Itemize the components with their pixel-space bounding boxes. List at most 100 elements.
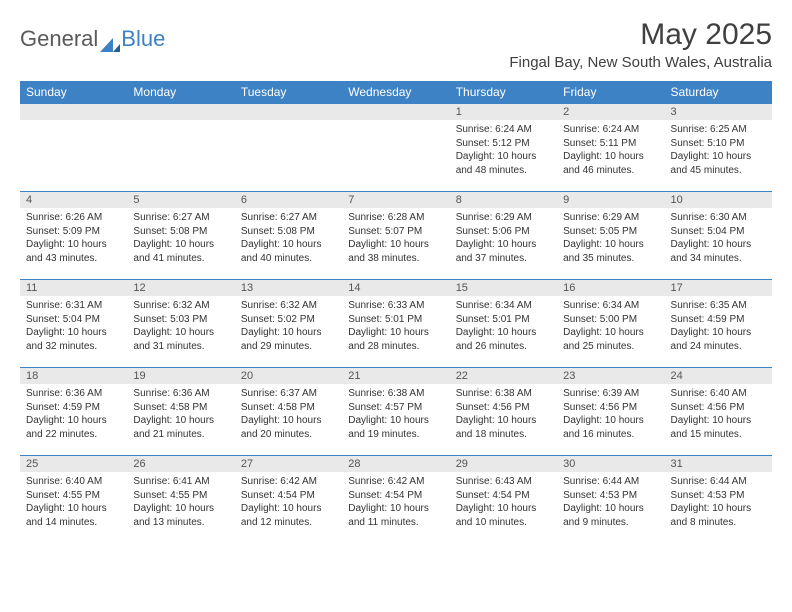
daylight-text: Daylight: 10 hours and 18 minutes.	[456, 414, 551, 441]
day-number: 12	[127, 280, 234, 296]
day-data: Sunrise: 6:33 AMSunset: 5:01 PMDaylight:…	[342, 296, 449, 357]
daylight-text: Daylight: 10 hours and 14 minutes.	[26, 502, 121, 529]
daylight-text: Daylight: 10 hours and 48 minutes.	[456, 150, 551, 177]
calendar-cell: 15Sunrise: 6:34 AMSunset: 5:01 PMDayligh…	[450, 280, 557, 368]
calendar-row: 1Sunrise: 6:24 AMSunset: 5:12 PMDaylight…	[20, 104, 772, 192]
sunset-text: Sunset: 5:12 PM	[456, 137, 551, 151]
sunrise-text: Sunrise: 6:42 AM	[348, 475, 443, 489]
calendar-cell: 16Sunrise: 6:34 AMSunset: 5:00 PMDayligh…	[557, 280, 664, 368]
calendar-row: 4Sunrise: 6:26 AMSunset: 5:09 PMDaylight…	[20, 192, 772, 280]
day-data: Sunrise: 6:41 AMSunset: 4:55 PMDaylight:…	[127, 472, 234, 533]
sunrise-text: Sunrise: 6:40 AM	[671, 387, 766, 401]
sunset-text: Sunset: 4:58 PM	[241, 401, 336, 415]
day-data: Sunrise: 6:37 AMSunset: 4:58 PMDaylight:…	[235, 384, 342, 445]
day-number: 16	[557, 280, 664, 296]
sunrise-text: Sunrise: 6:37 AM	[241, 387, 336, 401]
sunset-text: Sunset: 4:56 PM	[563, 401, 658, 415]
day-number: 13	[235, 280, 342, 296]
calendar-cell: 21Sunrise: 6:38 AMSunset: 4:57 PMDayligh…	[342, 368, 449, 456]
sunset-text: Sunset: 5:04 PM	[671, 225, 766, 239]
day-number: 21	[342, 368, 449, 384]
sunset-text: Sunset: 4:56 PM	[671, 401, 766, 415]
day-data: Sunrise: 6:38 AMSunset: 4:57 PMDaylight:…	[342, 384, 449, 445]
daylight-text: Daylight: 10 hours and 24 minutes.	[671, 326, 766, 353]
daylight-text: Daylight: 10 hours and 45 minutes.	[671, 150, 766, 177]
calendar-cell: 8Sunrise: 6:29 AMSunset: 5:06 PMDaylight…	[450, 192, 557, 280]
weekday-header: Saturday	[665, 81, 772, 104]
sunrise-text: Sunrise: 6:26 AM	[26, 211, 121, 225]
day-data: Sunrise: 6:43 AMSunset: 4:54 PMDaylight:…	[450, 472, 557, 533]
sunset-text: Sunset: 5:08 PM	[241, 225, 336, 239]
sunrise-text: Sunrise: 6:44 AM	[671, 475, 766, 489]
sunrise-text: Sunrise: 6:27 AM	[133, 211, 228, 225]
day-number: 10	[665, 192, 772, 208]
daylight-text: Daylight: 10 hours and 15 minutes.	[671, 414, 766, 441]
sunrise-text: Sunrise: 6:25 AM	[671, 123, 766, 137]
sunset-text: Sunset: 5:08 PM	[133, 225, 228, 239]
day-number: 5	[127, 192, 234, 208]
day-number: 24	[665, 368, 772, 384]
sunset-text: Sunset: 5:06 PM	[456, 225, 551, 239]
daylight-text: Daylight: 10 hours and 20 minutes.	[241, 414, 336, 441]
day-number: 6	[235, 192, 342, 208]
day-data: Sunrise: 6:24 AMSunset: 5:12 PMDaylight:…	[450, 120, 557, 181]
calendar-cell: 19Sunrise: 6:36 AMSunset: 4:58 PMDayligh…	[127, 368, 234, 456]
weekday-header: Thursday	[450, 81, 557, 104]
daylight-text: Daylight: 10 hours and 41 minutes.	[133, 238, 228, 265]
daylight-text: Daylight: 10 hours and 29 minutes.	[241, 326, 336, 353]
calendar-cell: 14Sunrise: 6:33 AMSunset: 5:01 PMDayligh…	[342, 280, 449, 368]
sunset-text: Sunset: 5:04 PM	[26, 313, 121, 327]
day-data: Sunrise: 6:27 AMSunset: 5:08 PMDaylight:…	[235, 208, 342, 269]
sunrise-text: Sunrise: 6:29 AM	[563, 211, 658, 225]
day-data: Sunrise: 6:28 AMSunset: 5:07 PMDaylight:…	[342, 208, 449, 269]
calendar-cell: 22Sunrise: 6:38 AMSunset: 4:56 PMDayligh…	[450, 368, 557, 456]
brand-part1: General	[20, 26, 98, 52]
day-number: 19	[127, 368, 234, 384]
sunrise-text: Sunrise: 6:32 AM	[133, 299, 228, 313]
daylight-text: Daylight: 10 hours and 31 minutes.	[133, 326, 228, 353]
calendar-cell: 11Sunrise: 6:31 AMSunset: 5:04 PMDayligh…	[20, 280, 127, 368]
day-data: Sunrise: 6:31 AMSunset: 5:04 PMDaylight:…	[20, 296, 127, 357]
sunset-text: Sunset: 4:59 PM	[26, 401, 121, 415]
calendar-cell: 17Sunrise: 6:35 AMSunset: 4:59 PMDayligh…	[665, 280, 772, 368]
calendar-cell: 3Sunrise: 6:25 AMSunset: 5:10 PMDaylight…	[665, 104, 772, 192]
calendar-cell: 13Sunrise: 6:32 AMSunset: 5:02 PMDayligh…	[235, 280, 342, 368]
sunset-text: Sunset: 4:59 PM	[671, 313, 766, 327]
sunrise-text: Sunrise: 6:38 AM	[348, 387, 443, 401]
day-data: Sunrise: 6:39 AMSunset: 4:56 PMDaylight:…	[557, 384, 664, 445]
day-data: Sunrise: 6:40 AMSunset: 4:56 PMDaylight:…	[665, 384, 772, 445]
calendar-header: SundayMondayTuesdayWednesdayThursdayFrid…	[20, 81, 772, 104]
daylight-text: Daylight: 10 hours and 34 minutes.	[671, 238, 766, 265]
calendar-cell: 31Sunrise: 6:44 AMSunset: 4:53 PMDayligh…	[665, 456, 772, 544]
daylight-text: Daylight: 10 hours and 38 minutes.	[348, 238, 443, 265]
sunset-text: Sunset: 4:53 PM	[563, 489, 658, 503]
sunset-text: Sunset: 5:01 PM	[456, 313, 551, 327]
daylight-text: Daylight: 10 hours and 43 minutes.	[26, 238, 121, 265]
calendar-cell	[235, 104, 342, 192]
sunset-text: Sunset: 5:00 PM	[563, 313, 658, 327]
daylight-text: Daylight: 10 hours and 9 minutes.	[563, 502, 658, 529]
day-number: 8	[450, 192, 557, 208]
day-data: Sunrise: 6:24 AMSunset: 5:11 PMDaylight:…	[557, 120, 664, 181]
calendar-cell: 23Sunrise: 6:39 AMSunset: 4:56 PMDayligh…	[557, 368, 664, 456]
day-data: Sunrise: 6:34 AMSunset: 5:01 PMDaylight:…	[450, 296, 557, 357]
sunrise-text: Sunrise: 6:35 AM	[671, 299, 766, 313]
day-number: 20	[235, 368, 342, 384]
daylight-text: Daylight: 10 hours and 8 minutes.	[671, 502, 766, 529]
day-number: 11	[20, 280, 127, 296]
daylight-text: Daylight: 10 hours and 40 minutes.	[241, 238, 336, 265]
location-text: Fingal Bay, New South Wales, Australia	[509, 54, 772, 71]
sunset-text: Sunset: 4:54 PM	[348, 489, 443, 503]
day-number: 15	[450, 280, 557, 296]
calendar-table: SundayMondayTuesdayWednesdayThursdayFrid…	[20, 81, 772, 544]
daylight-text: Daylight: 10 hours and 37 minutes.	[456, 238, 551, 265]
calendar-cell: 20Sunrise: 6:37 AMSunset: 4:58 PMDayligh…	[235, 368, 342, 456]
sunset-text: Sunset: 4:53 PM	[671, 489, 766, 503]
calendar-body: 1Sunrise: 6:24 AMSunset: 5:12 PMDaylight…	[20, 104, 772, 544]
weekday-header: Monday	[127, 81, 234, 104]
daylight-text: Daylight: 10 hours and 26 minutes.	[456, 326, 551, 353]
day-data: Sunrise: 6:36 AMSunset: 4:58 PMDaylight:…	[127, 384, 234, 445]
page-title: May 2025	[509, 18, 772, 52]
day-number: 26	[127, 456, 234, 472]
sunrise-text: Sunrise: 6:31 AM	[26, 299, 121, 313]
